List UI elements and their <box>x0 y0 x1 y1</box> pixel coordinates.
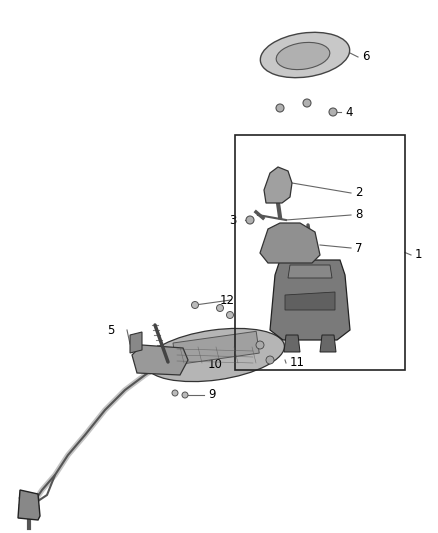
Circle shape <box>166 361 174 369</box>
Text: 8: 8 <box>355 208 362 222</box>
Text: 9: 9 <box>208 389 215 401</box>
Ellipse shape <box>276 43 330 70</box>
Circle shape <box>256 341 264 349</box>
Bar <box>235 135 405 370</box>
Polygon shape <box>260 223 320 263</box>
Text: 5: 5 <box>108 324 115 336</box>
Circle shape <box>191 302 198 309</box>
Polygon shape <box>132 345 188 375</box>
Circle shape <box>266 356 274 364</box>
Polygon shape <box>285 292 335 310</box>
Text: 1: 1 <box>415 248 423 262</box>
Polygon shape <box>130 332 142 353</box>
Circle shape <box>329 108 337 116</box>
Circle shape <box>246 216 254 224</box>
Text: 6: 6 <box>362 51 370 63</box>
Circle shape <box>156 346 164 354</box>
Polygon shape <box>270 260 350 340</box>
Circle shape <box>182 392 188 398</box>
Circle shape <box>172 390 178 396</box>
Text: 3: 3 <box>230 214 237 227</box>
Polygon shape <box>320 335 336 352</box>
Polygon shape <box>284 335 300 352</box>
Polygon shape <box>18 490 40 520</box>
Circle shape <box>216 304 223 311</box>
Ellipse shape <box>145 328 284 382</box>
Bar <box>173 332 259 365</box>
Circle shape <box>226 311 233 319</box>
Text: 4: 4 <box>345 106 353 118</box>
Polygon shape <box>288 265 332 278</box>
Text: 12: 12 <box>220 294 235 306</box>
Ellipse shape <box>260 33 350 78</box>
Circle shape <box>303 99 311 107</box>
Text: 7: 7 <box>355 241 363 254</box>
Circle shape <box>276 104 284 112</box>
Text: 10: 10 <box>208 359 223 372</box>
Text: 2: 2 <box>355 187 363 199</box>
Text: 11: 11 <box>290 357 305 369</box>
Polygon shape <box>264 167 292 203</box>
